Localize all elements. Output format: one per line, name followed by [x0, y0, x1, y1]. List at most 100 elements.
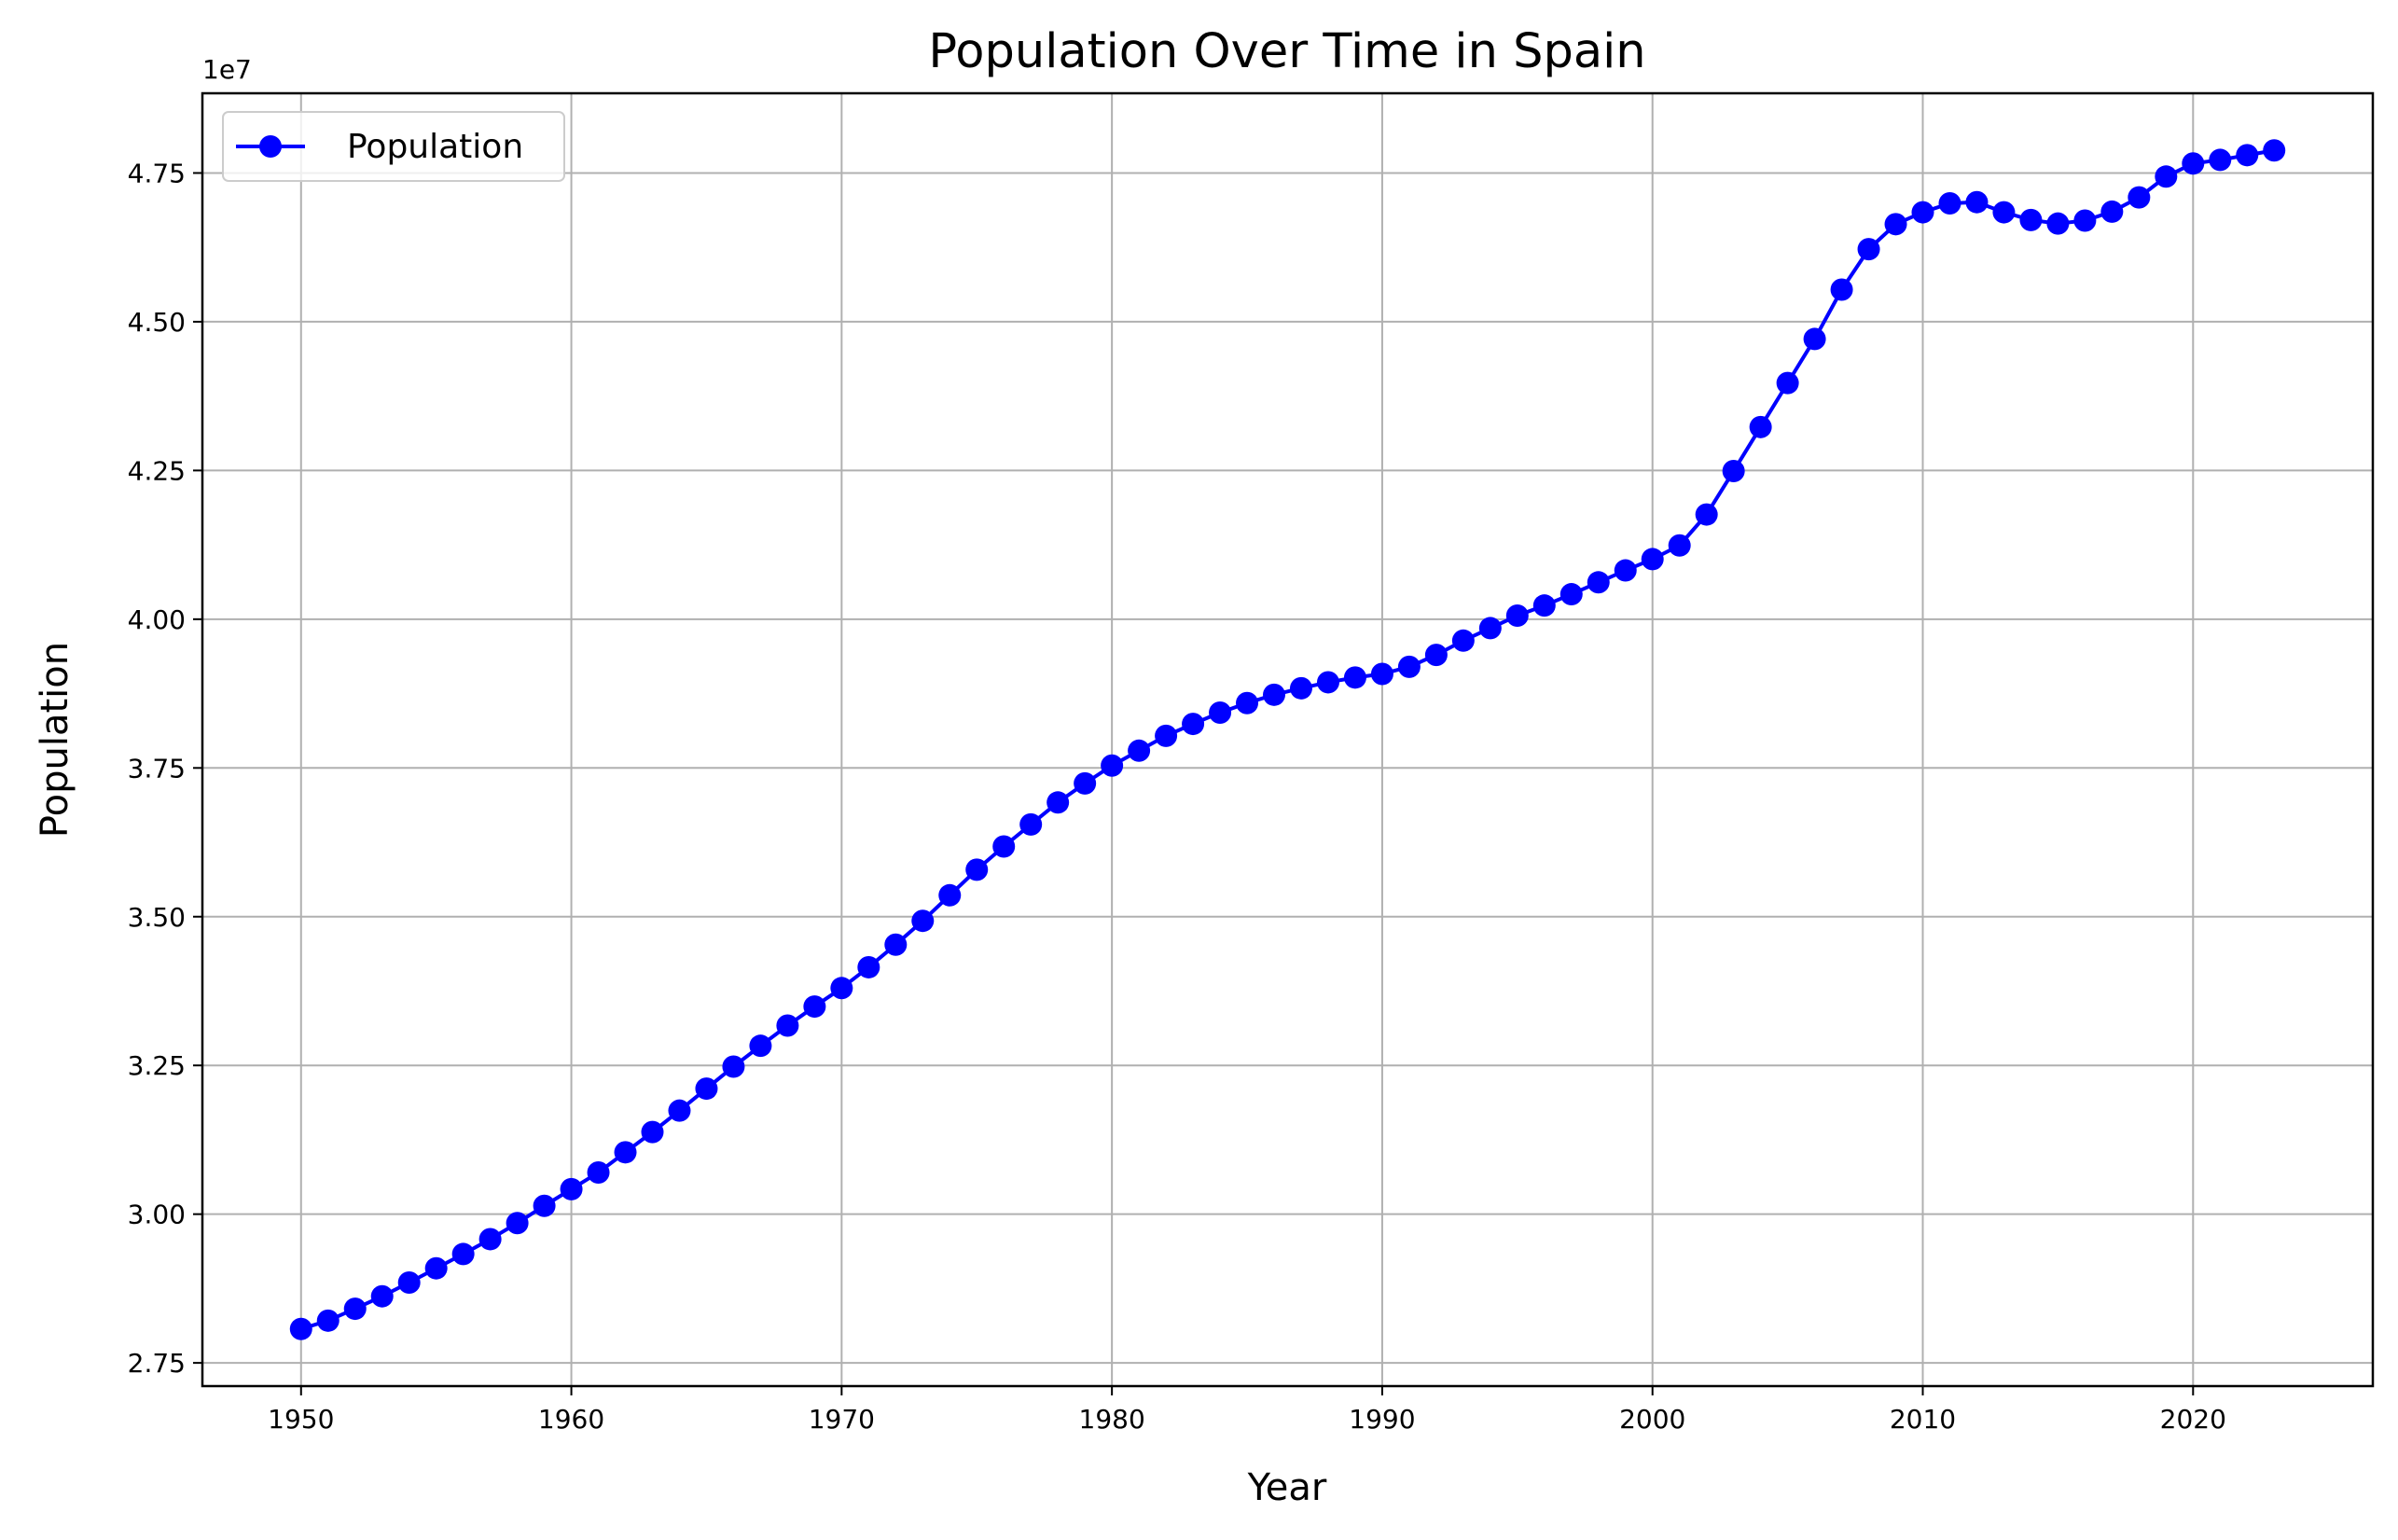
data-point	[1776, 371, 1799, 395]
axes-frame	[201, 91, 2375, 1388]
data-point	[992, 835, 1016, 858]
data-point	[1911, 201, 1934, 224]
data-point	[2073, 209, 2097, 232]
data-point	[2209, 148, 2232, 172]
grid	[202, 93, 2373, 1386]
data-point	[641, 1120, 664, 1144]
data-point	[722, 1055, 745, 1078]
ticks: 1950 1960 1970 1980 1990 2000 2010 2020 2.75 3.00…	[128, 158, 2226, 1435]
data-point	[1209, 701, 1232, 724]
data-point	[1884, 213, 1907, 236]
x-tick-label: 1990	[1349, 1404, 1415, 1435]
data-point	[2046, 212, 2070, 235]
data-point	[1641, 548, 1664, 571]
data-point	[1749, 415, 1772, 438]
data-point	[560, 1177, 583, 1200]
data-point	[451, 1242, 475, 1266]
data-point	[1424, 644, 1448, 667]
data-point	[1101, 754, 1124, 777]
y-tick-label: 3.25	[128, 1050, 186, 1081]
data-point	[1289, 676, 1312, 700]
data-point	[370, 1284, 394, 1308]
data-point	[1451, 629, 1475, 652]
data-point	[1532, 594, 1556, 617]
y-axis-label: Population	[34, 642, 76, 838]
data-point	[1505, 604, 1529, 628]
data-point	[424, 1256, 448, 1280]
data-point	[1803, 327, 1826, 351]
data-point	[857, 955, 880, 978]
data-point	[506, 1212, 529, 1235]
data-point	[2236, 144, 2259, 167]
data-point	[1397, 655, 1421, 678]
x-tick-label: 1970	[809, 1404, 875, 1435]
data-point	[289, 1317, 312, 1340]
x-tick-label: 1950	[268, 1404, 334, 1435]
x-axis-label: Year	[1247, 1466, 1327, 1509]
series-layer	[289, 139, 2286, 1340]
data-point	[1128, 739, 1151, 762]
data-point	[1992, 201, 2016, 224]
data-point	[478, 1228, 502, 1251]
data-point	[803, 995, 826, 1019]
y-tick-label: 3.75	[128, 753, 186, 784]
data-point	[397, 1271, 421, 1295]
x-tick-label: 2010	[1890, 1404, 1956, 1435]
y-tick-label: 3.00	[128, 1200, 186, 1230]
data-point	[587, 1161, 610, 1185]
data-point	[1857, 238, 1880, 261]
legend-label: Population	[347, 128, 523, 166]
data-point	[695, 1077, 718, 1101]
data-point	[1668, 534, 1691, 557]
data-point	[1587, 571, 1610, 594]
data-point	[1182, 713, 1205, 736]
legend-marker-swatch	[259, 135, 282, 158]
data-point	[668, 1099, 691, 1122]
y-tick-label: 3.50	[128, 902, 186, 933]
data-point	[1938, 191, 1961, 215]
data-point	[884, 933, 908, 956]
data-point	[614, 1141, 637, 1164]
data-point	[2100, 200, 2124, 223]
data-point	[1263, 683, 1286, 706]
legend: Population	[222, 111, 565, 182]
data-point	[1478, 617, 1502, 640]
data-point	[965, 858, 989, 881]
data-point	[1695, 503, 1718, 526]
x-tick-label: 2020	[2160, 1404, 2226, 1435]
y-tick-label: 4.50	[128, 307, 186, 338]
data-point	[749, 1034, 772, 1058]
data-point	[2128, 186, 2151, 209]
data-point	[2263, 139, 2286, 162]
data-point	[1236, 691, 1259, 715]
data-point	[830, 977, 853, 1000]
data-point	[1074, 771, 1097, 795]
data-point	[938, 883, 962, 907]
data-point	[1047, 791, 1070, 814]
data-point	[1370, 662, 1393, 686]
data-point	[1722, 460, 1745, 483]
data-point	[1614, 559, 1637, 582]
data-point	[533, 1194, 556, 1217]
data-point	[2019, 208, 2043, 231]
x-tick-label: 1960	[538, 1404, 604, 1435]
data-point	[1019, 812, 1043, 836]
data-point	[2182, 152, 2205, 175]
data-point	[776, 1014, 799, 1037]
chart-title: Population Over Time in Spain	[928, 24, 1645, 79]
data-point	[1316, 671, 1339, 694]
data-point	[343, 1297, 367, 1321]
x-tick-label: 2000	[1619, 1404, 1685, 1435]
data-point	[1559, 583, 1583, 606]
legend-frame	[222, 111, 565, 182]
data-point	[1155, 724, 1178, 747]
x-tick-label: 1980	[1079, 1404, 1145, 1435]
data-point	[1343, 666, 1366, 689]
y-tick-label: 4.00	[128, 604, 186, 635]
data-point	[2155, 165, 2178, 188]
data-point	[1830, 278, 1853, 301]
y-offset-label: 1e7	[202, 54, 252, 85]
y-tick-label: 4.25	[128, 455, 186, 486]
y-tick-label: 4.75	[128, 158, 186, 188]
